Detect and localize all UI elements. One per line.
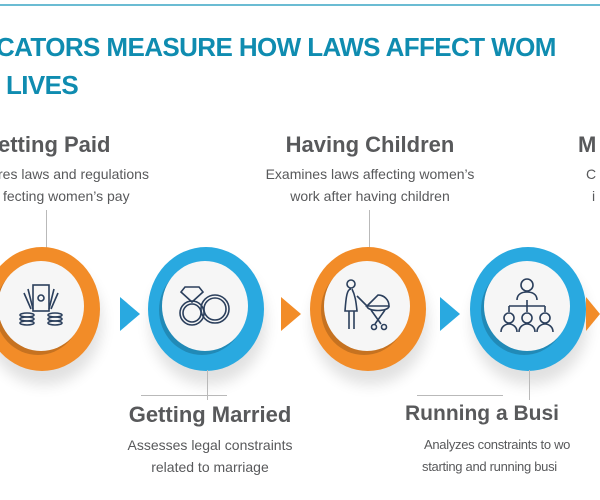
top-rule xyxy=(0,4,600,6)
step-heading-getting-paid: etting Paid xyxy=(0,132,111,157)
step-heading-running-business: Running a Busi xyxy=(405,402,559,425)
step-desc-running-business-2: starting and running busi xyxy=(422,459,557,474)
step-desc-running-business-1: Analyzes constraints to wo xyxy=(424,437,571,452)
arrow-icon xyxy=(281,297,301,331)
step-desc-having-children-1: Examines laws affecting women’s xyxy=(265,166,475,182)
connector xyxy=(46,210,47,255)
step-heading-having-children: Having Children xyxy=(285,132,455,157)
step-circle-getting-married xyxy=(148,247,264,371)
step-circle-having-children xyxy=(310,247,426,371)
step-desc-getting-married-1: Assesses legal constraints xyxy=(127,437,293,453)
step-circle-getting-paid xyxy=(0,247,100,371)
step-desc-next-2: i xyxy=(592,188,596,204)
rings-icon xyxy=(179,286,230,326)
step-desc-getting-married-2: related to marriage xyxy=(151,459,269,475)
arrow-icon xyxy=(440,297,460,331)
step-desc-having-children-2: work after having children xyxy=(290,188,450,204)
step-heading-getting-married: Getting Married xyxy=(128,402,292,427)
mother-stroller-icon xyxy=(344,279,390,331)
connector-rule xyxy=(141,395,227,396)
step-heading-next: M xyxy=(578,132,597,157)
arrow-icon xyxy=(120,297,140,331)
connector xyxy=(369,210,370,255)
step-desc-getting-paid-1: res laws and regulations xyxy=(0,166,149,182)
connector-rule xyxy=(417,395,503,396)
money-icon xyxy=(19,284,63,326)
step-desc-next-1: C xyxy=(586,166,597,182)
step-circle-running-business xyxy=(470,247,586,371)
page-title-line2: LIVES xyxy=(6,70,79,100)
arrow-icon xyxy=(586,297,600,331)
connector xyxy=(207,370,208,400)
connector xyxy=(529,370,530,400)
org-chart-icon xyxy=(500,278,554,333)
page-title-line1: CATORS MEASURE HOW LAWS AFFECT WOM xyxy=(0,32,556,62)
step-desc-getting-paid-2: fecting women’s pay xyxy=(3,188,130,204)
